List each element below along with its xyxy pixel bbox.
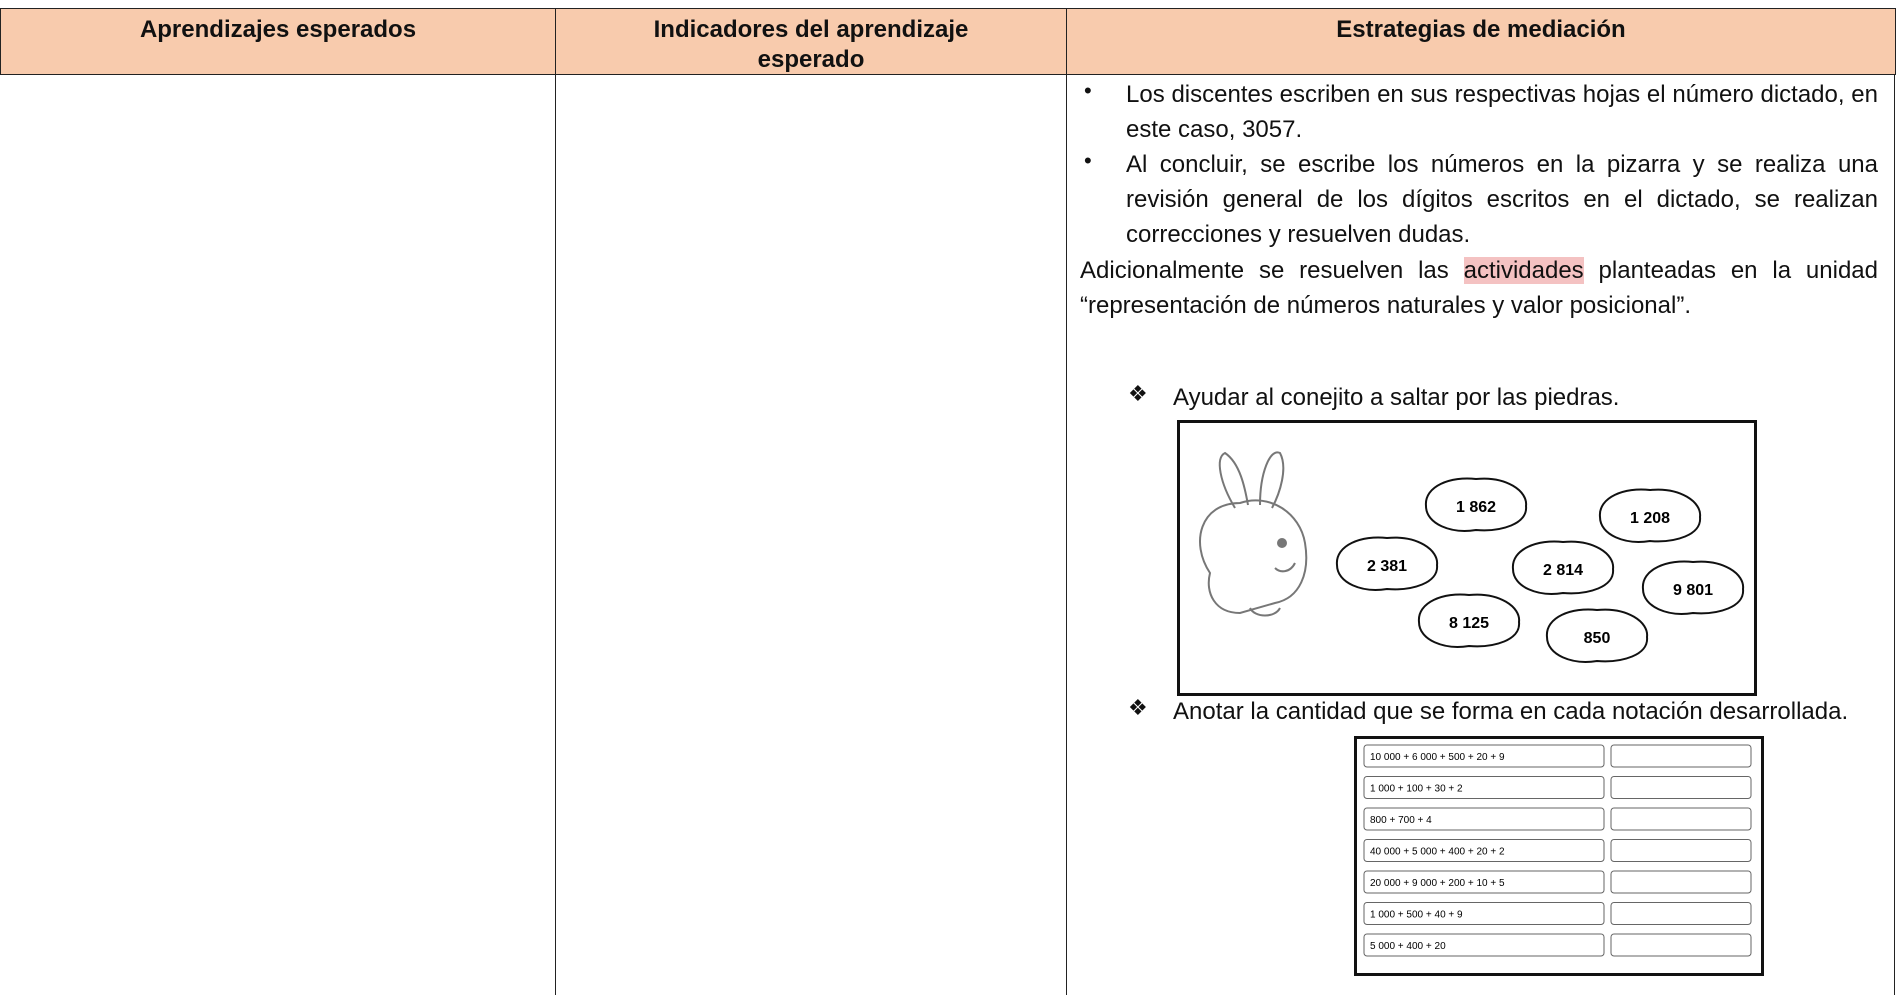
expression-cell bbox=[1363, 776, 1605, 799]
answer-cell bbox=[1610, 870, 1752, 894]
stone bbox=[1424, 477, 1528, 532]
stone-number: 850 bbox=[1584, 630, 1611, 647]
stone-number: 2 814 bbox=[1543, 562, 1583, 579]
stone-number: 8 125 bbox=[1449, 615, 1489, 632]
activity-label: Anotar la cantidad que se forma en cada … bbox=[1173, 694, 1878, 729]
column-border bbox=[1066, 75, 1067, 995]
text: Adicionalmente se resuelven las bbox=[1080, 257, 1464, 284]
expression: 1 000 + 100 + 30 + 2 bbox=[1370, 784, 1463, 795]
stone-number: 2 381 bbox=[1367, 558, 1407, 575]
text: planteadas en la unidad “representación … bbox=[1080, 257, 1878, 319]
answer-cell bbox=[1610, 744, 1752, 768]
stone bbox=[1417, 593, 1521, 648]
answer-cell bbox=[1610, 776, 1752, 799]
stone-number: 9 801 bbox=[1673, 582, 1713, 599]
expression-cell bbox=[1363, 933, 1605, 957]
answer-cell bbox=[1610, 807, 1752, 831]
activity-label: Ayudar al conejito a saltar por las pied… bbox=[1173, 384, 1620, 411]
stone bbox=[1335, 536, 1439, 591]
bullet-text: Los discentes escriben en sus respectiva… bbox=[1126, 81, 1878, 143]
column-border bbox=[1894, 75, 1895, 995]
paragraph: Adicionalmente se resuelven las activida… bbox=[1080, 253, 1878, 323]
stone bbox=[1511, 540, 1615, 595]
stone-number: 1 208 bbox=[1630, 510, 1670, 527]
text: Anotar la cantidad que se forma en cada … bbox=[1173, 698, 1849, 725]
expression-cell bbox=[1363, 744, 1605, 768]
stone bbox=[1598, 488, 1702, 543]
star-bullet: ❖ bbox=[1128, 695, 1148, 720]
answer-cell bbox=[1610, 839, 1752, 862]
star-bullet: ❖ bbox=[1128, 381, 1148, 406]
header-cell: Indicadores del aprendizaje esperado bbox=[555, 8, 1067, 75]
expression: 1 000 + 500 + 40 + 9 bbox=[1370, 910, 1463, 921]
answer-cell bbox=[1610, 902, 1752, 925]
bullet-text: Al concluir, se escribe los números en l… bbox=[1126, 151, 1878, 248]
expression-cell bbox=[1363, 870, 1605, 894]
header-cell: Aprendizajes esperados bbox=[0, 8, 556, 75]
expression: 40 000 + 5 000 + 400 + 20 + 2 bbox=[1370, 847, 1505, 858]
expression-cell bbox=[1363, 839, 1605, 862]
stone bbox=[1545, 608, 1649, 663]
image-frame: 1 862 1 208 2 381 2 814 9 801 8 125 850 bbox=[1177, 420, 1757, 696]
expression: 5 000 + 400 + 20 bbox=[1370, 941, 1446, 952]
highlight: actividades bbox=[1463, 257, 1584, 284]
answer-cell bbox=[1610, 933, 1752, 957]
stone bbox=[1641, 560, 1745, 615]
expression: 10 000 + 6 000 + 500 + 20 + 9 bbox=[1370, 752, 1505, 763]
expression-cell bbox=[1363, 902, 1605, 925]
bullet: • bbox=[1084, 78, 1092, 103]
column-border bbox=[555, 75, 556, 995]
rabbit bbox=[1199, 451, 1308, 617]
stone-number: 1 862 bbox=[1456, 499, 1496, 516]
stones-image: 1 862 1 208 2 381 2 814 9 801 8 125 850 bbox=[1199, 451, 1745, 663]
header-cell: Estrategias de mediación bbox=[1066, 8, 1896, 75]
image-frame: 10 000 + 6 000 + 500 + 20 + 9 1 000 + 100… bbox=[1354, 736, 1764, 976]
bullet: • bbox=[1084, 148, 1092, 173]
expression: 800 + 700 + 4 bbox=[1370, 815, 1432, 826]
expression: 20 000 + 9 000 + 200 + 10 + 5 bbox=[1370, 878, 1505, 889]
expression-cell bbox=[1363, 807, 1605, 831]
expressions-image: 10 000 + 6 000 + 500 + 20 + 9 1 000 + 100… bbox=[1363, 744, 1752, 957]
